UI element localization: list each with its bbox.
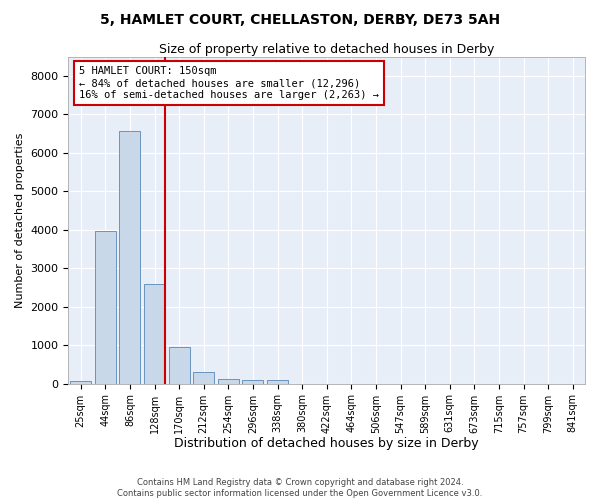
Bar [70, 380, 91, 384]
Bar [218, 379, 239, 384]
Text: Contains HM Land Registry data © Crown copyright and database right 2024.
Contai: Contains HM Land Registry data © Crown c… [118, 478, 482, 498]
Bar [267, 380, 288, 384]
Text: 5 HAMLET COURT: 150sqm
← 84% of detached houses are smaller (12,296)
16% of semi: 5 HAMLET COURT: 150sqm ← 84% of detached… [79, 66, 379, 100]
Bar [169, 348, 190, 384]
Bar [144, 284, 165, 384]
Text: 5, HAMLET COURT, CHELLASTON, DERBY, DE73 5AH: 5, HAMLET COURT, CHELLASTON, DERBY, DE73… [100, 12, 500, 26]
X-axis label: Distribution of detached houses by size in Derby: Distribution of detached houses by size … [175, 437, 479, 450]
Title: Size of property relative to detached houses in Derby: Size of property relative to detached ho… [159, 42, 494, 56]
Bar [119, 130, 140, 384]
Bar [242, 380, 263, 384]
Bar [193, 372, 214, 384]
Bar [95, 230, 116, 384]
Y-axis label: Number of detached properties: Number of detached properties [15, 132, 25, 308]
